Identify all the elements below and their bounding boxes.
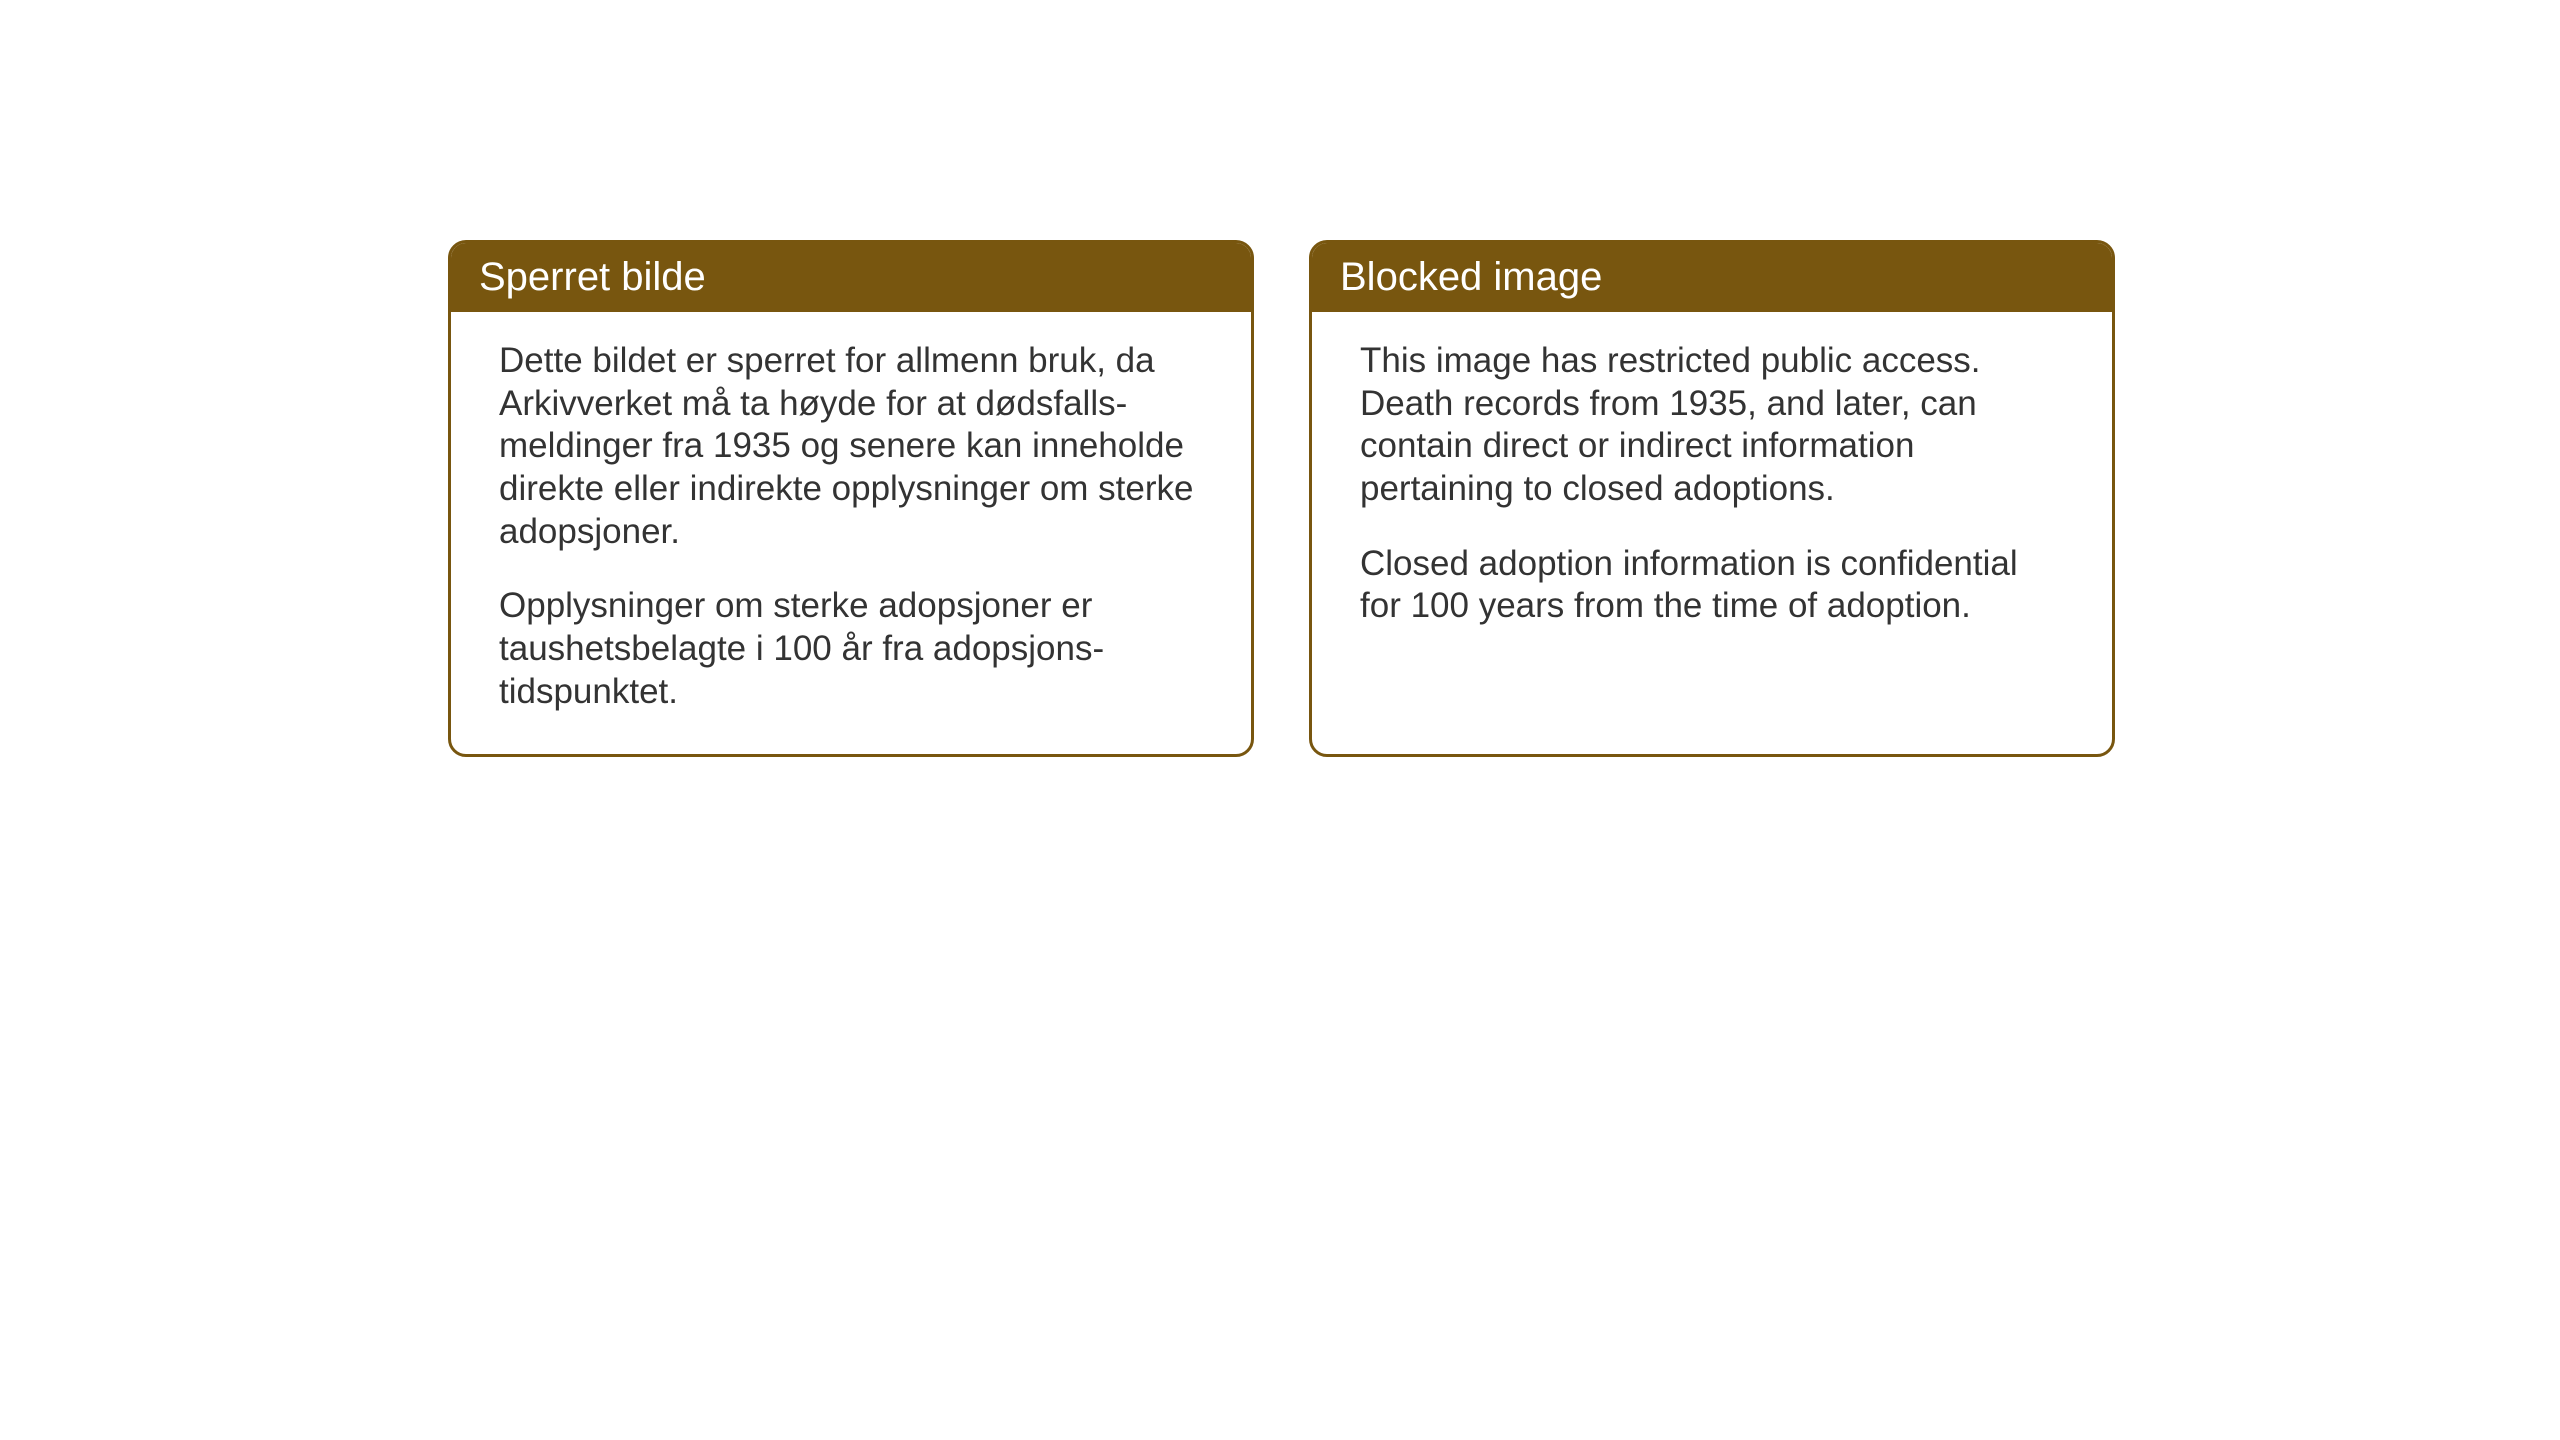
english-card-body: This image has restricted public access.… [1312,312,2112,668]
english-card: Blocked image This image has restricted … [1309,240,2115,757]
norwegian-card-header: Sperret bilde [451,243,1251,312]
english-paragraph-1: This image has restricted public access.… [1360,340,2064,511]
norwegian-card-body: Dette bildet er sperret for allmenn bruk… [451,312,1251,754]
english-card-title: Blocked image [1340,255,1602,299]
norwegian-card: Sperret bilde Dette bildet er sperret fo… [448,240,1254,757]
norwegian-paragraph-1: Dette bildet er sperret for allmenn bruk… [499,340,1203,553]
norwegian-card-title: Sperret bilde [479,255,706,299]
english-card-header: Blocked image [1312,243,2112,312]
norwegian-paragraph-2: Opplysninger om sterke adopsjoner er tau… [499,585,1203,713]
cards-container: Sperret bilde Dette bildet er sperret fo… [448,240,2115,757]
english-paragraph-2: Closed adoption information is confident… [1360,543,2064,628]
